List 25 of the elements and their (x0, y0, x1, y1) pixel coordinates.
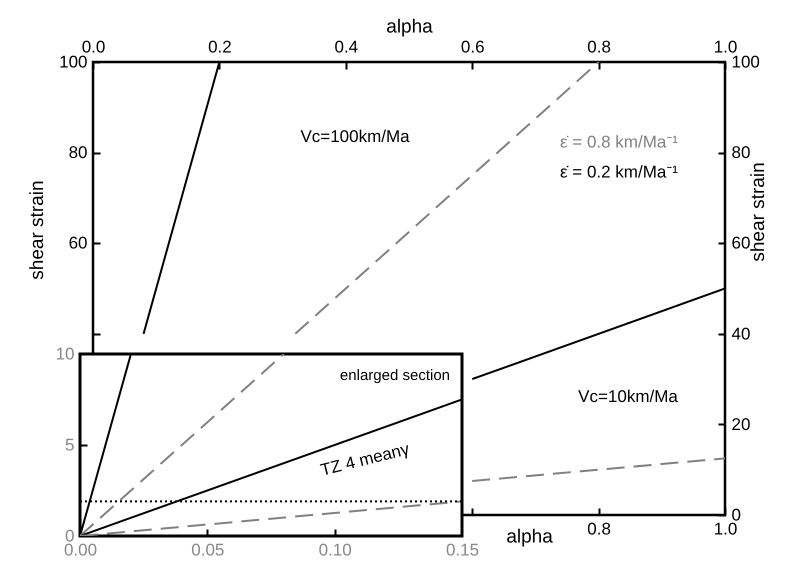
x-tick-label: 0.00 (64, 540, 98, 560)
y-tick-label: 5 (65, 436, 74, 454)
y-tick-label: 60 (68, 234, 88, 253)
y-axis-title: shear strain (27, 180, 48, 280)
y2-tick-label: 60 (732, 234, 750, 253)
x2-axis-title: alpha (386, 16, 434, 38)
x-tick-label: 0.15 (446, 540, 480, 560)
series-label: ε̇ = 0.8 km/Ma⁻¹ (560, 132, 678, 152)
y2-tick-label: 20 (732, 414, 750, 434)
text: ε̇ = 0.2 km/Ma⁻¹ (560, 162, 678, 182)
y-tick-label: 80 (68, 143, 88, 162)
annotation: enlarged section (340, 367, 450, 384)
x-axis-title: alpha (506, 526, 554, 548)
x2-tick-label: 0.4 (334, 38, 358, 56)
x-tick-label: 0.10 (318, 540, 352, 560)
y2-tick-label: 80 (732, 143, 750, 162)
y-tick-label: 10 (56, 344, 74, 364)
annotation: Vc=10km/Ma (578, 387, 678, 406)
x2-tick-label: 0.8 (587, 38, 611, 56)
y2-tick-label: 40 (732, 324, 750, 344)
x2-tick-label: 0.2 (208, 38, 232, 56)
annotation: TZ 4 meanγ (318, 439, 412, 480)
x-tick-label: 0.05 (191, 540, 224, 560)
annotation: Vc=100km/Ma (300, 127, 410, 146)
x2-tick-label: 0.6 (460, 38, 485, 56)
